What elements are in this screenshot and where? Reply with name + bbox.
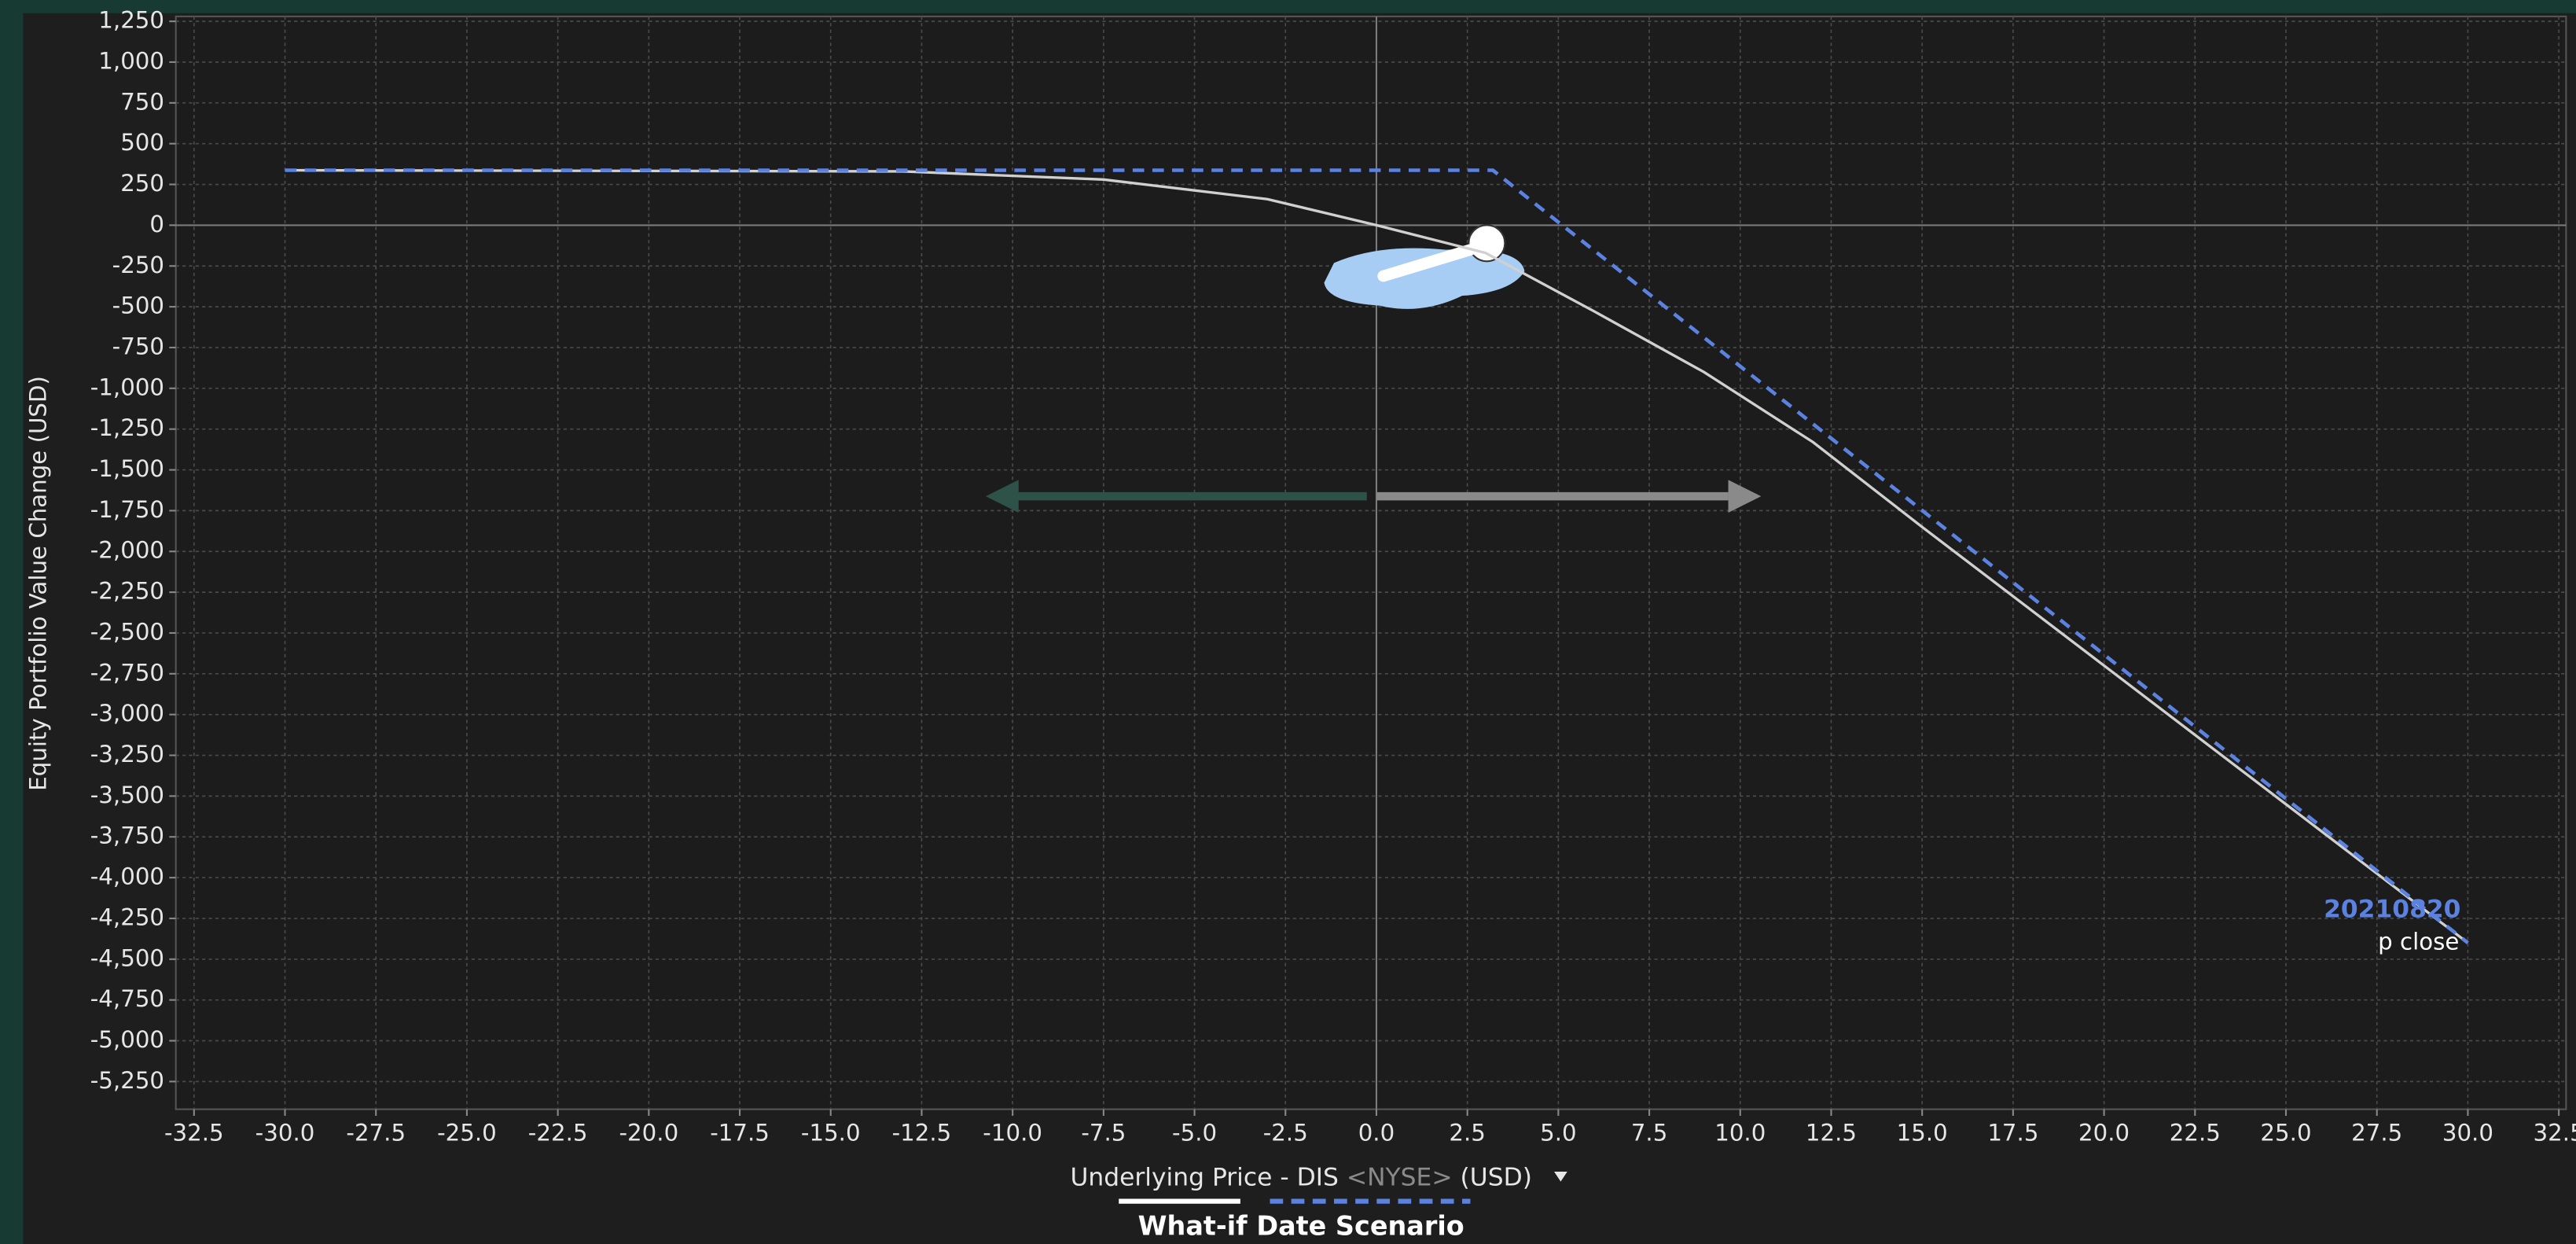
y-tick-label: 0 (149, 211, 164, 237)
y-tick-label: -2,000 (90, 537, 164, 564)
pan-arrows[interactable] (985, 480, 1762, 513)
y-tick-label: -3,750 (90, 823, 164, 849)
x-tick-label: -15.0 (801, 1119, 861, 1146)
y-tick-label: 500 (120, 129, 164, 156)
y-tick-label: -5,000 (90, 1026, 164, 1053)
y-tick-label: -2,750 (90, 659, 164, 686)
y-tick-label: -4,000 (90, 863, 164, 890)
y-tick-label: 250 (120, 170, 164, 197)
y-tick-label: -1,000 (90, 374, 164, 400)
y-tick-label: 1,000 (98, 47, 164, 74)
y-tick-label: 750 (120, 88, 164, 115)
y-tick-label: -3,000 (90, 700, 164, 727)
series-end-label: p close (2378, 929, 2459, 955)
y-tick-label: -750 (112, 333, 164, 359)
y-tick-label: -1,750 (90, 496, 164, 523)
series-end-label: 20210820 (2324, 895, 2460, 923)
arrow-head (1728, 480, 1762, 513)
x-tick-label: 30.0 (2442, 1119, 2493, 1146)
y-tick-label: -1,250 (90, 414, 164, 441)
y-tick-label: -500 (112, 293, 164, 319)
x-tick-label: 12.5 (1806, 1119, 1857, 1146)
y-axis-label: Equity Portfolio Value Change (USD) (25, 376, 52, 791)
series-line (285, 168, 2469, 944)
x-tick-label: -10.0 (983, 1119, 1042, 1146)
puddle (1324, 248, 1525, 309)
x-label-prefix: Underlying Price - DIS (1070, 1163, 1338, 1191)
head (1468, 224, 1506, 263)
mascot-icon (1324, 224, 1525, 309)
x-tick-label: -17.5 (710, 1119, 770, 1146)
x-tick-label: -7.5 (1081, 1119, 1126, 1146)
x-axis-label[interactable]: Underlying Price - DIS <NYSE> (USD) (1070, 1163, 1531, 1191)
x-tick-label: 10.0 (1714, 1119, 1766, 1146)
plot-area (175, 15, 2567, 1110)
y-tick-label: -3,500 (90, 782, 164, 808)
x-tick-label: 0.0 (1358, 1119, 1395, 1146)
x-tick-label: -12.5 (892, 1119, 952, 1146)
grid (169, 15, 2567, 1116)
arrow-head (985, 480, 1019, 513)
legend-title: What-if Date Scenario (1138, 1211, 1464, 1242)
x-tick-label: -30.0 (255, 1119, 315, 1146)
y-tick-label: -2,500 (90, 618, 164, 645)
x-tick-label: 22.5 (2170, 1119, 2221, 1146)
y-tick-label: -5,250 (90, 1067, 164, 1094)
y-tick-label: 1,250 (98, 7, 164, 34)
y-tick-label: -4,500 (90, 944, 164, 971)
x-tick-label: -27.5 (346, 1119, 406, 1146)
x-tick-label: -22.5 (528, 1119, 588, 1146)
x-tick-label: 15.0 (1897, 1119, 1948, 1146)
x-tick-label: 32.5 (2534, 1119, 2576, 1146)
x-tick-label: 2.5 (1449, 1119, 1486, 1146)
series-line (285, 168, 2469, 944)
legend: What-if Date Scenario (1119, 1198, 1471, 1242)
x-tick-label: -2.5 (1263, 1119, 1308, 1146)
x-tick-label: -5.0 (1172, 1119, 1217, 1146)
x-tick-label: 17.5 (1987, 1119, 2038, 1146)
y-tick-label: -2,250 (90, 578, 164, 605)
y-tick-label: -1,500 (90, 455, 164, 482)
y-tick-label: -4,250 (90, 904, 164, 930)
dropdown-arrow[interactable] (1554, 1172, 1567, 1182)
x-tick-label: 5.0 (1540, 1119, 1577, 1146)
x-tick-label: 27.5 (2351, 1119, 2402, 1146)
x-tick-label: 25.0 (2260, 1119, 2311, 1146)
x-tick-label: 7.5 (1631, 1119, 1668, 1146)
y-tick-label: -4,750 (90, 985, 164, 1012)
y-tick-label: -250 (112, 252, 164, 278)
body (1377, 244, 1476, 282)
x-label-currency: (USD) (1461, 1163, 1532, 1191)
x-tick-label: 20.0 (2078, 1119, 2130, 1146)
y-tick-label: -3,250 (90, 741, 164, 767)
x-tick-label: -20.0 (619, 1119, 679, 1146)
x-tick-label: -25.0 (437, 1119, 497, 1146)
x-tick-label: -32.5 (164, 1119, 224, 1146)
x-label-exchange: <NYSE> (1347, 1163, 1453, 1191)
